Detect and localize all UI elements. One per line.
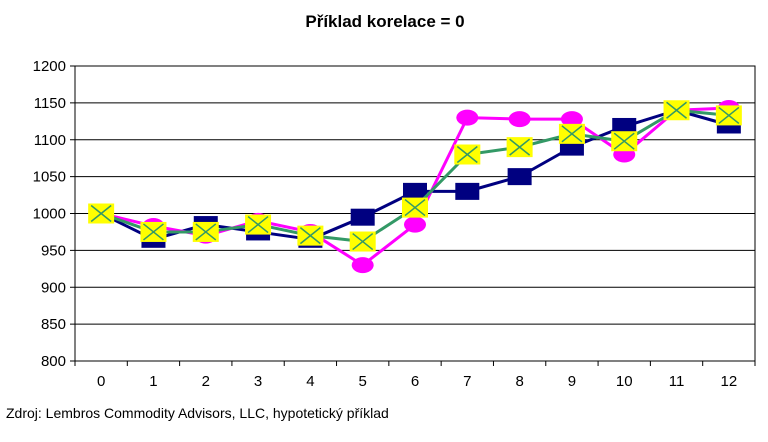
data-point-x-square (245, 214, 272, 235)
series-group (88, 100, 742, 274)
chart-title: Příklad korelace = 0 (305, 12, 464, 31)
marker-cross (613, 132, 635, 150)
marker-cross (561, 125, 583, 143)
y-tick-label: 1100 (34, 132, 66, 149)
data-point-circle (404, 216, 426, 233)
y-tick-label: 850 (41, 316, 66, 333)
data-point-circle (456, 109, 479, 126)
y-tick-label: 1000 (33, 206, 66, 223)
data-point-x-square (663, 100, 690, 121)
data-point-x-square (297, 225, 324, 246)
y-tick-label: 1050 (33, 169, 66, 186)
data-point-x-square (402, 197, 428, 218)
data-point-square (507, 168, 532, 186)
data-point-x-square (349, 231, 376, 252)
marker-cross (195, 223, 217, 241)
x-tick-label: 8 (515, 373, 523, 390)
grid (74, 65, 756, 362)
marker-cross (247, 215, 269, 234)
data-point-square (612, 117, 637, 135)
marker-cross (142, 223, 164, 241)
data-point-x-square (506, 137, 533, 158)
data-point-x-square (715, 105, 742, 126)
marker-cross (666, 101, 688, 119)
x-tick-label: 11 (669, 373, 685, 390)
source-note: Zdroj: Lembros Commodity Advisors, LLC, … (6, 405, 389, 421)
marker-cross (404, 199, 426, 217)
x-tick-label: 5 (359, 373, 367, 390)
data-point-square (350, 208, 375, 226)
x-tick-label: 9 (568, 373, 576, 390)
data-point-x-square (454, 144, 481, 165)
data-point-circle (351, 257, 374, 274)
x-tick-label: 6 (411, 373, 419, 390)
data-point-circle (560, 111, 583, 128)
data-point-x-square (192, 221, 219, 242)
marker-cross (456, 145, 478, 164)
data-point-x-square (611, 131, 638, 152)
y-tick-label: 1200 (33, 58, 66, 75)
marker-cross (90, 204, 112, 223)
x-tick-label: 1 (149, 373, 157, 390)
marker-cross (718, 106, 740, 124)
data-point-square (403, 182, 427, 200)
marker-cross (299, 227, 321, 245)
x-tick-label: 2 (202, 373, 210, 390)
y-tick-label: 800 (41, 353, 66, 370)
x-tick-label: 3 (254, 373, 262, 390)
marker-cross (352, 232, 374, 251)
x-tick-label: 0 (97, 373, 105, 390)
series-3 (88, 100, 742, 252)
y-tick-label: 950 (41, 242, 66, 259)
x-tick-label: 12 (721, 373, 738, 390)
data-point-square (455, 182, 480, 200)
data-point-x-square (558, 123, 585, 144)
x-tick-label: 10 (616, 373, 633, 390)
y-tick-label: 900 (41, 279, 66, 296)
y-tick-label: 1150 (34, 95, 66, 112)
marker-cross (509, 138, 531, 156)
x-tick-label: 4 (306, 373, 314, 390)
data-point-x-square (88, 203, 115, 224)
data-point-x-square (140, 221, 167, 242)
data-point-circle (508, 111, 531, 128)
x-tick-label: 7 (463, 373, 471, 390)
